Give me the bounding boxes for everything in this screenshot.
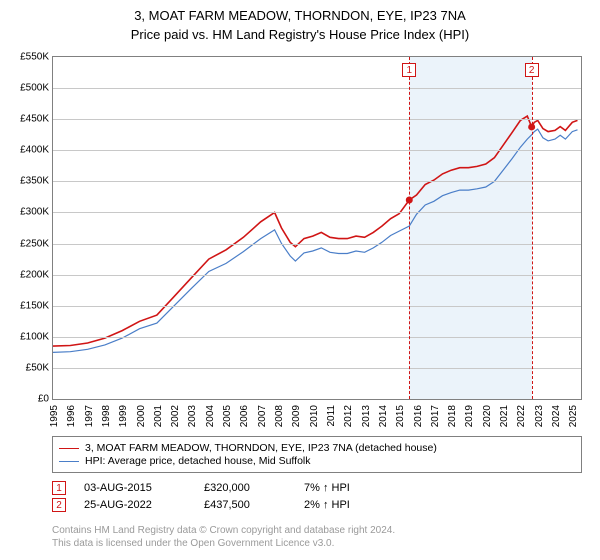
x-axis-label: 2018 — [447, 405, 458, 427]
event-date: 03-AUG-2015 — [84, 482, 204, 494]
gridline — [53, 181, 581, 182]
y-axis-label: £450K — [20, 114, 49, 125]
gridline — [53, 88, 581, 89]
x-axis-label: 2011 — [326, 405, 337, 427]
event-line — [409, 57, 410, 399]
y-axis-label: £350K — [20, 176, 49, 187]
y-axis-label: £200K — [20, 269, 49, 280]
legend-swatch — [59, 461, 79, 462]
title-block: 3, MOAT FARM MEADOW, THORNDON, EYE, IP23… — [0, 0, 600, 42]
x-axis-label: 1999 — [118, 405, 129, 427]
y-axis-label: £50K — [26, 362, 49, 373]
gridline — [53, 368, 581, 369]
x-axis-label: 2001 — [153, 405, 164, 427]
x-axis-label: 2015 — [395, 405, 406, 427]
footer-line: This data is licensed under the Open Gov… — [52, 537, 395, 550]
y-axis-label: £100K — [20, 331, 49, 342]
footer-attribution: Contains HM Land Registry data © Crown c… — [52, 524, 395, 550]
y-axis-label: £0 — [38, 394, 49, 405]
x-axis-label: 2003 — [187, 405, 198, 427]
gridline — [53, 119, 581, 120]
y-axis-label: £400K — [20, 145, 49, 156]
event-marker-icon: 2 — [52, 498, 66, 512]
x-axis-label: 2012 — [343, 405, 354, 427]
x-axis-label: 2023 — [534, 405, 545, 427]
x-axis-label: 2010 — [309, 405, 320, 427]
x-axis-label: 2004 — [205, 405, 216, 427]
x-axis-label: 1996 — [66, 405, 77, 427]
x-axis-label: 2005 — [222, 405, 233, 427]
legend-text: 3, MOAT FARM MEADOW, THORNDON, EYE, IP23… — [85, 442, 437, 454]
line-svg — [53, 57, 581, 399]
event-price: £320,000 — [204, 482, 304, 494]
y-axis-label: £300K — [20, 207, 49, 218]
legend-row: 3, MOAT FARM MEADOW, THORNDON, EYE, IP23… — [59, 442, 575, 454]
x-axis-label: 1998 — [101, 405, 112, 427]
x-axis-label: 2002 — [170, 405, 181, 427]
events-table: 1 03-AUG-2015 £320,000 7% ↑ HPI 2 25-AUG… — [52, 478, 582, 515]
gridline — [53, 275, 581, 276]
y-axis-label: £500K — [20, 83, 49, 94]
series-line-hpi — [53, 129, 578, 352]
x-axis-label: 2006 — [239, 405, 250, 427]
x-axis-label: 2013 — [361, 405, 372, 427]
x-axis-label: 2008 — [274, 405, 285, 427]
x-axis-label: 2021 — [499, 405, 510, 427]
gridline — [53, 306, 581, 307]
x-axis-label: 2007 — [257, 405, 268, 427]
y-axis-label: £250K — [20, 238, 49, 249]
gridline — [53, 212, 581, 213]
event-pct: 7% ↑ HPI — [304, 482, 394, 494]
legend: 3, MOAT FARM MEADOW, THORNDON, EYE, IP23… — [52, 436, 582, 473]
legend-row: HPI: Average price, detached house, Mid … — [59, 455, 575, 467]
event-date: 25-AUG-2022 — [84, 499, 204, 511]
x-axis-label: 2019 — [464, 405, 475, 427]
event-line — [532, 57, 533, 399]
legend-text: HPI: Average price, detached house, Mid … — [85, 455, 311, 467]
event-marker-icon: 2 — [525, 63, 539, 77]
event-row: 2 25-AUG-2022 £437,500 2% ↑ HPI — [52, 498, 582, 512]
event-row: 1 03-AUG-2015 £320,000 7% ↑ HPI — [52, 481, 582, 495]
x-axis-label: 1997 — [84, 405, 95, 427]
gridline — [53, 337, 581, 338]
plot-area: £0£50K£100K£150K£200K£250K£300K£350K£400… — [52, 56, 582, 400]
y-axis-label: £150K — [20, 300, 49, 311]
x-axis-label: 2009 — [291, 405, 302, 427]
x-axis-label: 2025 — [568, 405, 579, 427]
x-axis-label: 2016 — [413, 405, 424, 427]
x-axis-label: 2024 — [551, 405, 562, 427]
gridline — [53, 244, 581, 245]
x-axis-label: 1995 — [49, 405, 60, 427]
x-axis-label: 2014 — [378, 405, 389, 427]
chart-container: 3, MOAT FARM MEADOW, THORNDON, EYE, IP23… — [0, 0, 600, 560]
gridline — [53, 150, 581, 151]
title-subtitle: Price paid vs. HM Land Registry's House … — [0, 27, 600, 42]
event-marker-icon: 1 — [52, 481, 66, 495]
event-pct: 2% ↑ HPI — [304, 499, 394, 511]
y-axis-label: £550K — [20, 52, 49, 63]
event-marker-icon: 1 — [402, 63, 416, 77]
legend-swatch — [59, 448, 79, 449]
event-price: £437,500 — [204, 499, 304, 511]
x-axis-label: 2017 — [430, 405, 441, 427]
title-address: 3, MOAT FARM MEADOW, THORNDON, EYE, IP23… — [0, 8, 600, 23]
footer-line: Contains HM Land Registry data © Crown c… — [52, 524, 395, 537]
x-axis-label: 2022 — [516, 405, 527, 427]
x-axis-label: 2000 — [136, 405, 147, 427]
x-axis-label: 2020 — [482, 405, 493, 427]
